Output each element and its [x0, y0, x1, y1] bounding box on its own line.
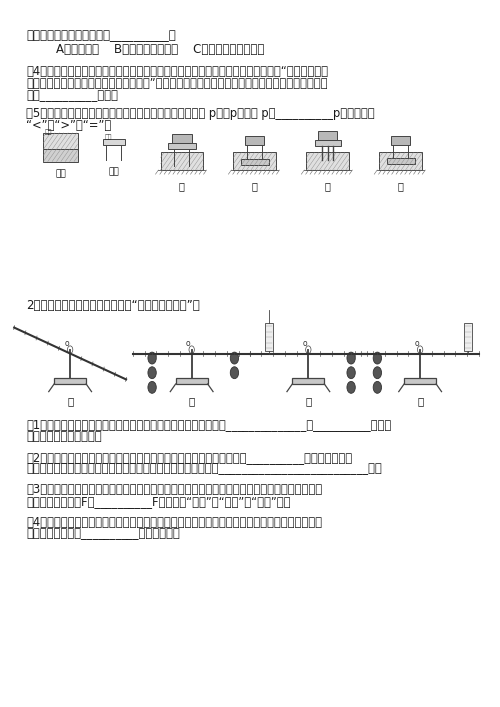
- Circle shape: [347, 367, 356, 379]
- Circle shape: [347, 352, 356, 364]
- Bar: [315, 140, 340, 146]
- Bar: [292, 378, 324, 384]
- Bar: [265, 323, 272, 351]
- Text: 面的__________不同。: 面的__________不同。: [26, 89, 118, 102]
- Bar: [44, 149, 78, 162]
- Text: （1）实验前没挂钉码时，杠杆静止的位置如图甲所示，此时应将______________向__________调节，: （1）实验前没挂钉码时，杠杆静止的位置如图甲所示，此时应将___________…: [26, 418, 392, 431]
- Text: 木板: 木板: [55, 169, 66, 178]
- Text: 以下实例中应用该结论的是__________。: 以下实例中应用该结论的是__________。: [26, 29, 176, 42]
- Bar: [234, 153, 276, 170]
- Bar: [464, 323, 472, 351]
- Text: 乙: 乙: [188, 396, 195, 407]
- Text: o: o: [414, 339, 419, 348]
- Bar: [241, 159, 269, 165]
- Circle shape: [148, 381, 156, 393]
- Text: 丙: 丙: [325, 181, 330, 191]
- Text: 2、小龙利用如图所示的装置探究“杠杆的平衡条件”。: 2、小龙利用如图所示的装置探究“杠杆的平衡条件”。: [26, 300, 200, 312]
- Circle shape: [306, 346, 311, 354]
- Bar: [391, 136, 410, 145]
- Circle shape: [230, 367, 238, 379]
- Bar: [176, 378, 208, 384]
- Text: 使杠杆在水平位置平衡；: 使杠杆在水平位置平衡；: [26, 430, 102, 443]
- Text: 甲: 甲: [67, 396, 73, 407]
- Bar: [168, 144, 196, 149]
- Text: 海绵: 海绵: [44, 129, 52, 135]
- Bar: [172, 134, 192, 144]
- Text: o: o: [64, 339, 69, 348]
- Text: 小桌: 小桌: [108, 168, 120, 177]
- Text: 甲: 甲: [179, 181, 185, 191]
- Text: 丙: 丙: [305, 396, 312, 407]
- Text: 受力面积越小，压力的作用效果越不明显”的结论，造成前后两个结论不一致的原因是前后两次受力: 受力面积越小，压力的作用效果越不明显”的结论，造成前后两个结论不一致的原因是前后…: [26, 77, 328, 90]
- Bar: [44, 133, 78, 149]
- Text: （2）杠杆平衡后，小龙在左右两侧分别挂上鑉码，如图乙所示，杠杆的__________端会下沉，要使: （2）杠杆平衡后，小龙在左右两侧分别挂上鑉码，如图乙所示，杠杆的________…: [26, 450, 352, 464]
- Circle shape: [148, 352, 156, 364]
- Bar: [103, 139, 124, 145]
- Text: o: o: [186, 339, 190, 348]
- Bar: [318, 132, 338, 140]
- Circle shape: [347, 381, 356, 393]
- Circle shape: [68, 346, 73, 354]
- Bar: [387, 158, 414, 164]
- Bar: [380, 153, 422, 170]
- Text: 丁: 丁: [398, 181, 404, 191]
- Circle shape: [373, 352, 382, 364]
- Text: “<”、“>”或“=”）: “<”、“>”或“=”）: [26, 119, 112, 132]
- Text: （4）小龙在实验中发现用如图戊的方式悬挂鑉码，杠杆也能平衡，但老师建议同学们不采用这种: （4）小龙在实验中发现用如图戊的方式悬挂鑉码，杠杆也能平衡，但老师建议同学们不采…: [26, 515, 322, 529]
- Text: 丁: 丁: [417, 396, 424, 407]
- Circle shape: [189, 346, 194, 354]
- Text: 方式，主要是因为__________（填字母）。: 方式，主要是因为__________（填字母）。: [26, 527, 180, 540]
- Circle shape: [230, 352, 238, 364]
- Text: 乙: 乙: [252, 181, 258, 191]
- Circle shape: [418, 346, 423, 354]
- Text: A．汽车限重    B．斧头磨得很锋利    C．在鐵轨下面铺枕木: A．汽车限重 B．斧头磨得很锋利 C．在鐵轨下面铺枕木: [56, 43, 264, 56]
- Bar: [404, 378, 436, 384]
- Bar: [54, 378, 86, 384]
- Text: 杠杆重新在水平位置平衡，在不改变鑉码数量的前提下，只需将__________________________即可: 杠杆重新在水平位置平衡，在不改变鑉码数量的前提下，只需将____________…: [26, 462, 382, 475]
- Text: 计测量的前提下，F乙__________F丁。（填“大于”、“小于”或“等于”）；: 计测量的前提下，F乙__________F丁。（填“大于”、“小于”或“等于”）…: [26, 495, 291, 508]
- Bar: [160, 153, 204, 170]
- Bar: [245, 136, 264, 145]
- Circle shape: [373, 381, 382, 393]
- Text: 小桌: 小桌: [104, 134, 112, 140]
- Bar: [306, 153, 349, 170]
- Text: （4）如图丁所示，小华把小桌挚放到一块木板上，她通过对图丙、丁的比较又得出“压力一定时，: （4）如图丁所示，小华把小桌挚放到一块木板上，她通过对图丙、丁的比较又得出“压力…: [26, 65, 328, 78]
- Text: （3）小龙又分别设计了两种方案，方案一如图丙所示，方案二如图丁所示，在正确使用弹簧测力: （3）小龙又分别设计了两种方案，方案一如图丙所示，方案二如图丁所示，在正确使用弹…: [26, 483, 322, 496]
- Circle shape: [148, 367, 156, 379]
- Text: o: o: [302, 339, 307, 348]
- Circle shape: [373, 367, 382, 379]
- Text: （5）在图乙、丁中小桌对海绵、小桌对木板的压强分别是 p乙、p丁，则 p乙__________p丁。（选填: （5）在图乙、丁中小桌对海绵、小桌对木板的压强分别是 p乙、p丁，则 p乙___…: [26, 107, 375, 119]
